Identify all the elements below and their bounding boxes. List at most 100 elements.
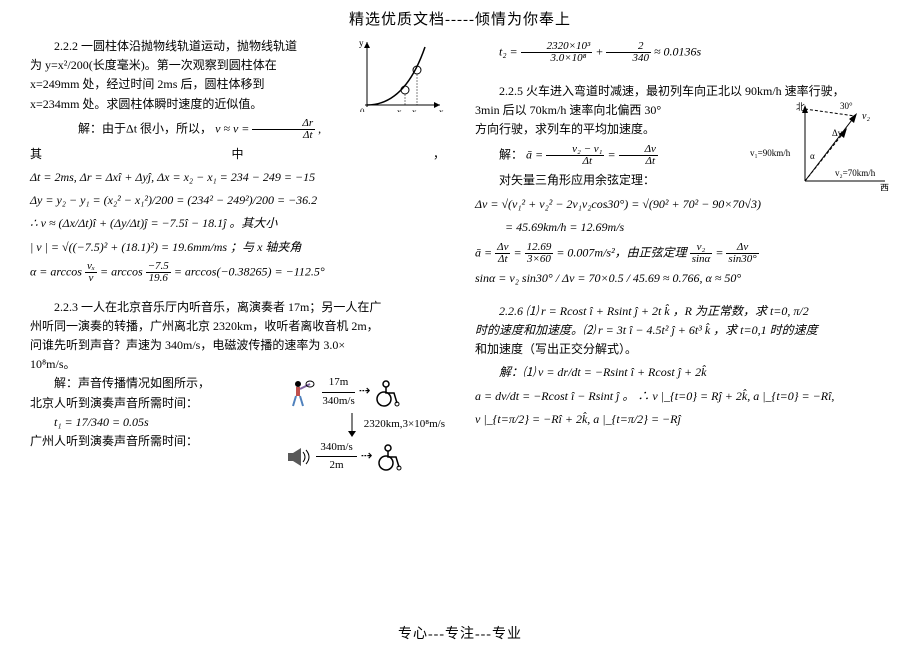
spacer1 <box>30 288 445 298</box>
p222-mid-row: 其 中 ， <box>30 145 445 164</box>
p222-eq4: | v | = √((−7.5)² + (18.1)²) = 19.6mm/ms… <box>30 238 445 257</box>
axis-x2: x₂ <box>412 107 420 112</box>
p222-eq5-b: = arccos <box>100 264 146 278</box>
right-column: t₂ = 2320×10³ 3.0×10⁸ + 2 340 ≈ 0.0136s … <box>475 37 890 475</box>
wheelchair-icon2 <box>376 443 404 471</box>
t2-frac2: 2 340 <box>606 41 651 64</box>
p223-sol-row: 解：声音传播情况如图所示， 北京人听到演奏声音所需时间： t₁ = 17/340… <box>30 374 445 474</box>
spacer-r2 <box>475 292 890 302</box>
axis-y-label: y <box>359 38 364 48</box>
spacer-r1 <box>475 68 890 82</box>
wheelchair-icon <box>374 379 402 407</box>
p225-sine1: v₂ sinα <box>690 242 713 265</box>
axis-x1: x₁ <box>397 107 405 112</box>
left-column: x y 0 x₁ x₂ 2.2.2 一圆柱体沿抛物线轨道运动，抛物线轨道 为 y… <box>30 37 445 475</box>
p222-comma: , <box>318 121 321 135</box>
p222-mid-r: ， <box>433 145 445 164</box>
p225-dv: Δv = √(v₁² + v₂² − 2v₁v₂cos30°) = √(90² … <box>475 195 890 214</box>
svg-text:v₂=70km/h: v₂=70km/h <box>835 168 876 178</box>
p225-sine-eq: = <box>715 245 726 259</box>
svg-text:α: α <box>810 151 815 161</box>
p223-line2: 州听同一演奏的转播，广州离北京 2320km，收听者离收音机 2m， <box>30 317 445 336</box>
svg-text:西: 西 <box>880 183 889 191</box>
columns: x y 0 x₁ x₂ 2.2.2 一圆柱体沿抛物线轨道运动，抛物线轨道 为 y… <box>0 29 920 475</box>
diag-row1: 17m 340m/s ⇢ <box>246 374 445 410</box>
p225-abar2-f2: 12.69 3×60 <box>525 242 554 265</box>
p225-dv2: = 45.69km/h = 12.69m/s <box>475 218 890 237</box>
p222-eq2: Δy = y₂ − y₁ = (x₂² − x₁²)/200 = (234² −… <box>30 191 445 210</box>
p226-sol3: v |_{t=π/2} = −Rî + 2k̂, a |_{t=π/2} = −… <box>475 410 890 429</box>
velocity-triangle-icon: 北 30° v₂ Δv α v₁=90km/h v₂=70km/h 西 <box>750 101 890 191</box>
t2-plus: + <box>595 44 606 58</box>
t2-frac1: 2320×10³ 3.0×10⁸ <box>521 41 593 64</box>
p225-abar2-eq: = <box>513 245 524 259</box>
p225-abar2-l: ā = <box>475 245 495 259</box>
svg-text:v₁=90km/h: v₁=90km/h <box>750 148 791 158</box>
p223-sol2: 北京人听到演奏声音所需时间： <box>30 394 246 413</box>
p225-eq2: = <box>607 147 618 161</box>
p226-c: 和加速度（写出正交分解式）。 <box>475 340 890 359</box>
axis-x-label: x <box>439 107 444 112</box>
p222-eq5-c: = arccos(−0.38265) = −112.5° <box>174 264 325 278</box>
p223-line4: 10⁸m/s。 <box>30 355 445 374</box>
page-header: 精选优质文档-----倾情为你奉上 <box>0 0 920 29</box>
parabola-graph-icon: x y 0 x₁ x₂ <box>355 37 445 112</box>
p225-sine2: Δv sin30° <box>726 242 758 265</box>
diag-17m: 17m <box>322 374 354 393</box>
diag-340a: 340m/s <box>322 393 354 411</box>
page-footer: 专心---专注---专业 <box>0 623 920 643</box>
page: 精选优质文档-----倾情为你奉上 x y 0 x₁ <box>0 0 920 651</box>
problem-222: x y 0 x₁ x₂ 2.2.2 一圆柱体沿抛物线轨道运动，抛物线轨道 为 y… <box>30 37 445 145</box>
diag-row2: 2320km,3×10⁸m/s <box>246 411 445 439</box>
diag-row3-labels: 340m/s 2m <box>316 439 356 475</box>
p222-frac1: vₓ v <box>85 261 97 284</box>
p223-diagram: 17m 340m/s ⇢ <box>246 374 445 474</box>
p223-line1: 2.2.3 一人在北京音乐厅内听音乐，离演奏者 17m；另一人在广 <box>30 298 445 317</box>
svg-text:北: 北 <box>796 102 805 112</box>
diag-2m: 2m <box>316 457 356 475</box>
p222-mid-c: 中 <box>231 145 243 164</box>
p223-sol-text: 解：声音传播情况如图所示， 北京人听到演奏声音所需时间： t₁ = 17/340… <box>30 374 246 474</box>
svg-text:v₂: v₂ <box>862 111 870 122</box>
p222-mid-l: 其 <box>30 145 42 164</box>
p222-frac2: −7.5 19.6 <box>146 261 171 284</box>
p225-sina: sinα = v₂ sin30° / Δv = 70×0.5 / 45.69 ≈… <box>475 269 890 288</box>
p225-line1: 2.2.5 火车进入弯道时减速，最初列车向正北以 90km/h 速率行驶， <box>475 82 890 101</box>
p225-abar: ā = <box>526 147 546 161</box>
p223-sol3: 广州人听到演奏声音所需时间： <box>30 432 246 451</box>
diag-340b: 340m/s <box>316 439 356 458</box>
p226-b: 时的速度和加速度。⑵ r = 3t î − 4.5t² ĵ + 6t³ k̂ ，… <box>475 321 890 340</box>
p223-t1: t₁ = 17/340 = 0.05s <box>30 413 246 432</box>
p223-line3: 问谁先听到声音？声速为 340m/s，电磁波传播的速率为 3.0× <box>30 336 445 355</box>
p225-abar2-r: = 0.007m/s²，由正弦定理 <box>556 245 689 259</box>
diag-2320: 2320km,3×10⁸m/s <box>364 416 445 434</box>
axis-zero: 0 <box>360 107 365 112</box>
musician-icon <box>288 378 318 408</box>
t2-label: t₂ = <box>499 44 521 58</box>
svg-text:30°: 30° <box>840 101 853 111</box>
down-arrow-icon <box>344 411 360 439</box>
problem-225: 2.2.5 火车进入弯道时减速，最初列车向正北以 90km/h 速率行驶， 北 … <box>475 82 890 191</box>
t2-eq: t₂ = 2320×10³ 3.0×10⁸ + 2 340 ≈ 0.0136s <box>475 41 890 64</box>
arrow-icon: ⇢ <box>359 381 371 403</box>
p225-sol-intro: 解： <box>499 147 523 161</box>
diag-row3: 340m/s 2m ⇢ <box>246 439 445 475</box>
p225-abar2: ā = Δv Δt = 12.69 3×60 = 0.007m/s²，由正弦定理… <box>475 242 890 265</box>
diag-row1-labels: 17m 340m/s <box>322 374 354 410</box>
t2-approx: ≈ 0.0136s <box>654 44 701 58</box>
p225-abar2-f1: Δv Δt <box>495 242 510 265</box>
svg-text:Δv: Δv <box>832 128 843 138</box>
p223-sol1: 解：声音传播情况如图所示， <box>30 374 246 393</box>
p226-sol1: 解：⑴ v = dr/dt = −Rsint î + Rcost ĵ + 2k̂ <box>475 363 890 382</box>
p225-afrac2: Δv Δt <box>619 144 658 167</box>
speaker-icon <box>286 446 312 468</box>
p222-sol-intro-text: 解：由于Δt 很小，所以， <box>78 121 212 135</box>
p222-eq3: ∴ v ≈ (Δx/Δt)î + (Δy/Δt)ĵ = −7.5î − 18.1… <box>30 214 445 233</box>
p225-afrac1: v₂ − v₁ Δt <box>546 144 604 167</box>
p222-eq5-a: α = arccos <box>30 264 85 278</box>
p222-drdt-frac: ΔrΔt <box>252 118 315 141</box>
arrow-icon2: ⇢ <box>361 446 373 468</box>
p222-eq5: α = arccos vₓ v = arccos −7.5 19.6 = arc… <box>30 261 445 284</box>
p222-sol-intro: 解：由于Δt 很小，所以， v ≈ v = ΔrΔt , <box>30 118 445 141</box>
p226-a: 2.2.6 ⑴ r = Rcost î + Rsint ĵ + 2t k̂ ，R… <box>475 302 890 321</box>
